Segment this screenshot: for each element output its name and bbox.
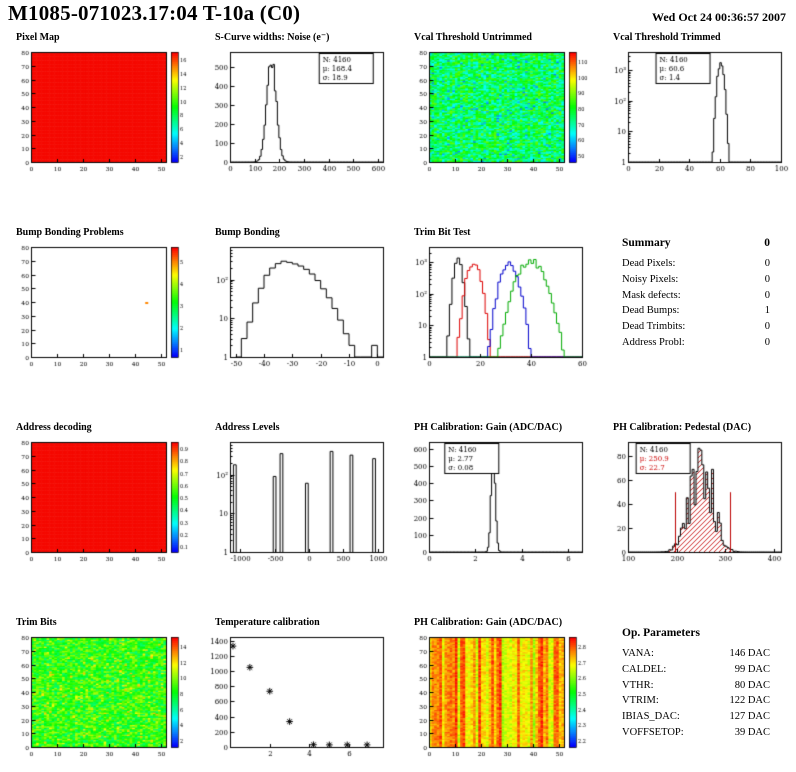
plot-title: Pixel Map (16, 32, 60, 43)
summary-row-label: Dead Pixels: (622, 258, 676, 269)
plot-pixel-map: Pixel Map (0, 26, 199, 221)
summary-row: Dead Pixels: 0 (622, 256, 770, 272)
plot-title: Address decoding (16, 422, 92, 433)
op-parameter-value: 80 DAC (734, 679, 770, 691)
summary-row-label: Dead Trimbits: (622, 321, 686, 332)
op-parameter-label: IBIAS_DAC: (622, 711, 680, 722)
op-parameters-title-row: Op. Parameters (622, 627, 770, 639)
summary-total: 0 (764, 237, 770, 249)
op-parameter-label: VTRIM: (622, 695, 659, 707)
summary-row: Noisy Pixels: 0 (622, 272, 770, 288)
plot-title: Trim Bits (16, 617, 57, 628)
summary-row-value: 0 (764, 289, 770, 301)
plot-title: PH Calibration: Gain (ADC/DAC) (414, 422, 563, 433)
summary-row-label: Address Probl: (622, 336, 685, 348)
bump-bonding-canvas (202, 241, 392, 373)
op-parameters-panel: Op. Parameters VANA: 146 DAC CALDEL: 99 … (597, 611, 796, 772)
summary-row-value: 1 (764, 305, 770, 317)
plot-vcal-untrimmed: Vcal Threshold Untrimmed (398, 26, 597, 221)
plot-title: Bump Bonding Problems (16, 227, 124, 238)
summary-panel: Summary 0 Dead Pixels: 0 Noisy Pixels: 0 (597, 221, 796, 416)
plot-title: Trim Bit Test (414, 227, 471, 238)
scurve-noise-canvas (202, 46, 392, 178)
summary-row-label: Mask defects: (622, 289, 681, 301)
plot-trim-bits-map: Trim Bits (0, 611, 199, 772)
plot-address-levels: Address Levels (199, 416, 398, 611)
plot-title: Bump Bonding (215, 227, 280, 238)
plot-bump-bonding: Bump Bonding (199, 221, 398, 416)
op-parameters-rows: VANA: 146 DAC CALDEL: 99 DAC VTHR: 80 DA… (622, 646, 796, 741)
plot-title: Address Levels (215, 422, 280, 433)
summary-row: Dead Bumps: 1 (622, 303, 770, 319)
op-parameters-title: Op. Parameters (622, 627, 700, 639)
op-parameter-label: VOFFSETOP: (622, 726, 684, 738)
op-parameter-value: 146 DAC (729, 648, 770, 659)
summary-row-label: Dead Bumps: (622, 305, 680, 317)
op-parameter-row: VTHR: 80 DAC (622, 678, 770, 694)
vcal-untrimmed-canvas (401, 46, 591, 178)
plot-title: Temperature calibration (215, 617, 320, 628)
plot-vcal-trimmed: Vcal Threshold Trimmed (597, 26, 796, 221)
page-title: M1085-071023.17:04 T-10a (C0) (8, 1, 301, 25)
op-parameter-row: IBIAS_DAC: 127 DAC (622, 709, 770, 725)
plot-grid: Pixel Map S-Curve widths: Noise (e⁻) Vca… (0, 26, 796, 772)
plot-title: S-Curve widths: Noise (e⁻) (215, 32, 330, 43)
summary-row-value: 0 (764, 321, 770, 332)
summary-row-value: 0 (764, 273, 770, 285)
plot-title: Vcal Threshold Trimmed (613, 32, 721, 43)
address-levels-canvas (202, 436, 392, 568)
ph-gain-hist-canvas (401, 436, 591, 568)
op-parameter-label: CALDEL: (622, 663, 667, 675)
address-decoding-canvas (3, 436, 193, 568)
plot-title: PH Calibration: Pedestal (DAC) (613, 422, 752, 433)
pixel-map-canvas (3, 46, 193, 178)
op-parameter-row: VTRIM: 122 DAC (622, 693, 770, 709)
temp-calibration-canvas (202, 631, 392, 763)
op-parameter-row: VANA: 146 DAC (622, 646, 770, 662)
op-parameter-label: VANA: (622, 648, 654, 659)
bump-problems-canvas (3, 241, 193, 373)
summary-row: Dead Trimbits: 0 (622, 319, 770, 335)
op-parameter-label: VTHR: (622, 679, 654, 691)
trim-bit-test-canvas (401, 241, 591, 373)
trim-bits-map-canvas (3, 631, 193, 763)
vcal-trimmed-canvas (600, 46, 790, 178)
plot-ph-pedestal: PH Calibration: Pedestal (DAC) (597, 416, 796, 611)
op-parameter-value: 122 DAC (729, 695, 770, 707)
op-parameter-value: 127 DAC (729, 711, 770, 722)
plot-bump-problems: Bump Bonding Problems (0, 221, 199, 416)
summary-row-value: 0 (764, 336, 770, 348)
summary-row: Address Probl: 0 (622, 335, 770, 351)
plot-ph-gain-map: PH Calibration: Gain (ADC/DAC) (398, 611, 597, 772)
plot-title: Vcal Threshold Untrimmed (414, 32, 532, 43)
op-parameter-value: 39 DAC (734, 726, 770, 738)
summary-title: Summary (622, 237, 671, 249)
summary-row-value: 0 (764, 258, 770, 269)
ph-gain-map-canvas (401, 631, 591, 763)
plot-address-decoding: Address decoding (0, 416, 199, 611)
report-date: Wed Oct 24 00:36:57 2007 (652, 10, 786, 24)
ph-pedestal-canvas (600, 436, 790, 568)
plot-ph-gain-hist: PH Calibration: Gain (ADC/DAC) (398, 416, 597, 611)
plot-trim-bit-test: Trim Bit Test (398, 221, 597, 416)
summary-row: Mask defects: 0 (622, 288, 770, 304)
plot-scurve-noise: S-Curve widths: Noise (e⁻) (199, 26, 398, 221)
op-parameter-row: VOFFSETOP: 39 DAC (622, 725, 770, 741)
plot-title: PH Calibration: Gain (ADC/DAC) (414, 617, 563, 628)
summary-title-row: Summary 0 (622, 237, 770, 249)
summary-rows: Dead Pixels: 0 Noisy Pixels: 0 Mask defe… (622, 256, 796, 351)
op-parameter-value: 99 DAC (734, 663, 770, 675)
op-parameter-row: CALDEL: 99 DAC (622, 662, 770, 678)
summary-row-label: Noisy Pixels: (622, 273, 679, 285)
plot-temp-calibration: Temperature calibration (199, 611, 398, 772)
